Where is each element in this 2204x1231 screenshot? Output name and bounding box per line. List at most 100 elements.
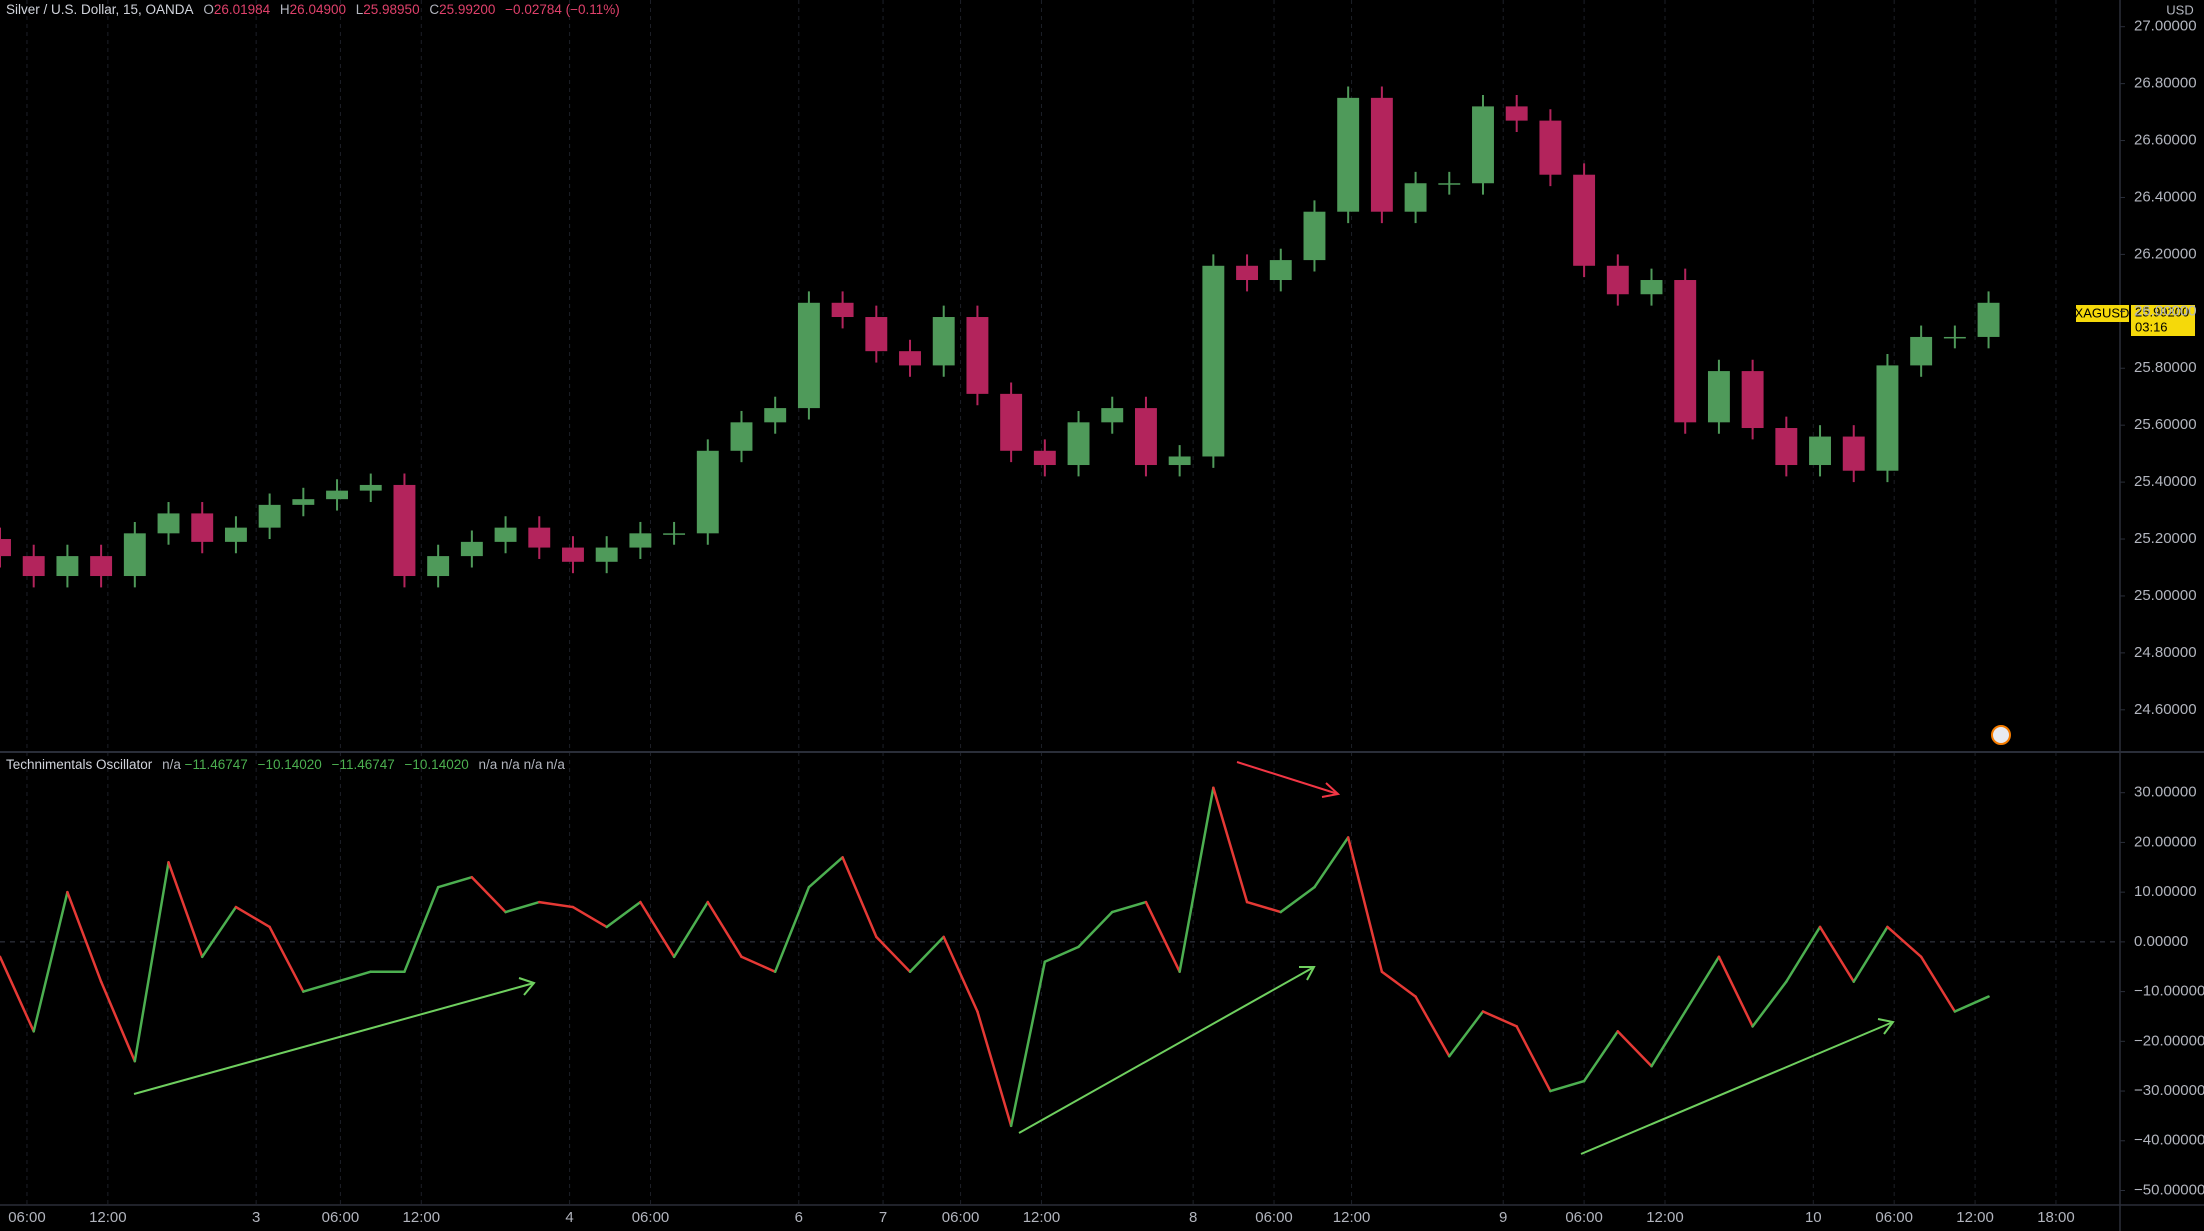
candle-body xyxy=(1977,302,2000,337)
indicator-value: −11.46747 xyxy=(184,757,248,772)
field-key: H xyxy=(279,2,290,17)
oscillator-segment xyxy=(302,980,339,993)
oscillator-segment xyxy=(1818,925,1855,983)
oscillator-segment xyxy=(1751,980,1788,1028)
candle-body xyxy=(1472,106,1494,184)
candle-body xyxy=(1370,97,1393,212)
arrow-head xyxy=(1321,782,1341,798)
oscillator-segment xyxy=(1515,1025,1552,1093)
oscillator-segment xyxy=(1346,836,1384,973)
indicator-header: Technimentals Oscillator n/a −11.46747 −… xyxy=(6,757,565,772)
oscillator-segment xyxy=(908,935,945,973)
y-tick-label: 0.00000 xyxy=(2134,933,2188,950)
trend-arrow xyxy=(1018,966,1315,1134)
x-tick-label: 06:00 xyxy=(942,1209,980,1226)
candle-body xyxy=(258,504,281,528)
oscillator-segment xyxy=(1650,1010,1687,1068)
candle-body xyxy=(1101,408,1124,423)
field-value: 26.04900 xyxy=(289,2,346,17)
oscillator-segment xyxy=(1616,1030,1653,1068)
candle-body xyxy=(1438,183,1461,185)
x-tick-label: 12:00 xyxy=(1333,1209,1371,1226)
oscillator-segment xyxy=(1077,910,1114,949)
y-tick-label: −40.00000 xyxy=(2134,1132,2204,1149)
oscillator-segment xyxy=(234,905,271,929)
y-tick-label: 26.60000 xyxy=(2134,132,2197,149)
candle-body xyxy=(1303,211,1326,261)
indicator-value: n/a xyxy=(501,757,520,772)
candle-body xyxy=(1707,371,1730,423)
oscillator-segment xyxy=(133,861,170,1063)
oscillator-segment xyxy=(403,885,440,973)
y-tick-label: −50.00000 xyxy=(2134,1181,2204,1198)
oscillator-segment xyxy=(605,900,642,929)
candle-body xyxy=(865,317,888,352)
flag-icon[interactable] xyxy=(1991,725,2011,745)
field-key: L xyxy=(355,2,364,17)
candle-body xyxy=(797,302,820,409)
oscillator-segment xyxy=(740,955,777,973)
candle-body xyxy=(1573,174,1596,266)
candle-body xyxy=(224,527,247,542)
oscillator-segment xyxy=(32,890,69,1033)
x-tick-label: 9 xyxy=(1499,1209,1507,1226)
candle-body xyxy=(528,527,551,548)
candle-body xyxy=(1337,97,1360,212)
trend-arrow xyxy=(1236,761,1339,795)
x-tick-label: 06:00 xyxy=(1255,1209,1293,1226)
indicator-value: −11.46747 xyxy=(331,757,395,772)
candle-body xyxy=(1236,265,1259,281)
x-tick-label: 06:00 xyxy=(1875,1209,1913,1226)
indicator-value: −10.14020 xyxy=(257,757,322,772)
candle-body xyxy=(1000,393,1023,451)
oscillator-segment xyxy=(571,905,608,929)
oscillator-segment xyxy=(1414,995,1451,1058)
oscillator-segment xyxy=(538,900,575,909)
trend-arrow xyxy=(1580,1021,1894,1155)
candle-body xyxy=(1943,336,1966,339)
candle-body xyxy=(1674,280,1697,423)
symbol: Silver / U.S. Dollar, 15, OANDA xyxy=(6,2,194,17)
oscillator-segment xyxy=(1313,836,1350,889)
oscillator-segment xyxy=(841,856,878,939)
candle-body xyxy=(764,408,787,423)
candle-body xyxy=(123,533,146,577)
candle-body xyxy=(22,556,45,577)
oscillator-segment xyxy=(1043,945,1080,964)
y-tick-label: 26.80000 xyxy=(2134,75,2197,92)
candle-body xyxy=(1168,456,1191,466)
oscillator-segment xyxy=(1448,1010,1485,1058)
oscillator-segment xyxy=(976,1010,1013,1128)
field-value: 26.01984 xyxy=(213,2,271,17)
indicator-value: n/a xyxy=(478,757,498,772)
symbol-tag xyxy=(2076,305,2129,322)
oscillator-segment xyxy=(1144,900,1181,973)
candle-body xyxy=(494,527,517,542)
candle-body xyxy=(1033,450,1056,466)
symbol-header: Silver / U.S. Dollar, 15, OANDA O26.0198… xyxy=(6,2,626,17)
price-tag xyxy=(2131,305,2195,336)
candle-body xyxy=(1539,120,1562,175)
y-tick-label: 26.40000 xyxy=(2134,188,2197,205)
oscillator-segment xyxy=(1178,786,1215,973)
oscillator-segment xyxy=(0,955,35,1033)
oscillator-segment xyxy=(1549,1079,1586,1093)
field-value: 25.98950 xyxy=(363,2,420,17)
oscillator-segment xyxy=(1683,955,1721,1013)
x-tick-label: 8 xyxy=(1189,1209,1197,1226)
x-tick-label: 12:00 xyxy=(89,1209,127,1226)
y-tick-label: 20.00000 xyxy=(2134,833,2197,850)
candle-body xyxy=(629,533,652,548)
y-tick-label: 10.00000 xyxy=(2134,883,2197,900)
candle-body xyxy=(393,484,416,577)
x-tick-label: 06:00 xyxy=(632,1209,670,1226)
symbol-tag-text: XAGUSD xyxy=(2075,305,2130,320)
oscillator-segment xyxy=(807,856,844,889)
oscillator-segment xyxy=(167,861,204,959)
oscillator-segment xyxy=(639,900,676,959)
candle-body xyxy=(1775,428,1798,466)
x-tick-label: 12:00 xyxy=(403,1209,441,1226)
change: −0.02784 (−0.11%) xyxy=(505,2,620,17)
y-tick-label: 24.80000 xyxy=(2134,644,2197,661)
